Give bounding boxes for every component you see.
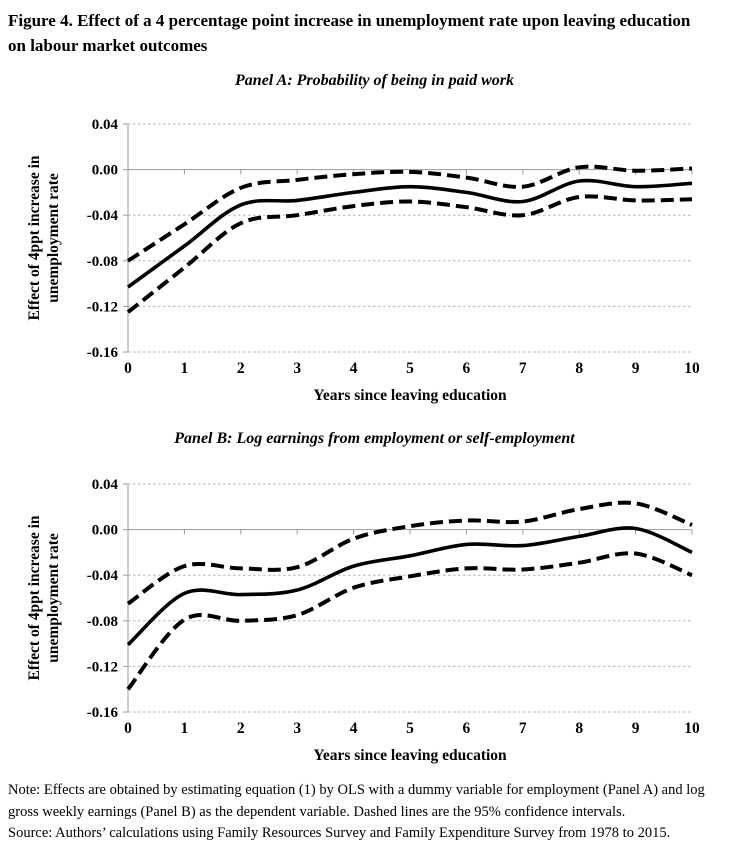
x-tick-label: 7	[519, 720, 527, 737]
x-tick-label: 8	[575, 720, 583, 737]
y-tick-label: -0.08	[87, 614, 118, 630]
point-estimate-line	[126, 526, 693, 646]
y-tick-label: -0.04	[87, 568, 119, 584]
x-tick-label: 4	[350, 360, 358, 377]
x-axis-title: Years since leaving education	[313, 747, 507, 764]
lower-95ci-line	[126, 194, 693, 314]
figure-notes: Note: Effects are obtained by estimating…	[0, 780, 749, 845]
x-tick-label: 0	[124, 720, 132, 737]
x-tick-label: 0	[124, 360, 132, 377]
source-line: Source: Authors’ calculations using Fami…	[8, 825, 671, 842]
y-tick-label: -0.16	[87, 345, 119, 361]
x-tick-label: 6	[463, 360, 471, 377]
upper-95ci-line	[126, 500, 693, 606]
x-tick-label: 9	[632, 720, 640, 737]
note-line-2: gross weekly earnings (Panel B) as the d…	[8, 803, 626, 820]
x-tick-label: 5	[406, 720, 414, 737]
panel-a-chart: 0.04 0.00 -0.04 -0.08 -0.12 -0.16 0 1 2 3 4 5 6 7 8 9 10…	[26, 117, 700, 404]
x-tick-label: 10	[684, 360, 700, 377]
panel-a: Panel A: Probability of being in paid wo…	[0, 71, 749, 409]
y-tick-label: -0.12	[87, 299, 118, 315]
y-tick-label: 0.04	[92, 117, 119, 133]
figure-title-line1: Figure 4. Effect of a 4 percentage point…	[8, 11, 691, 30]
x-tick-label: 7	[519, 360, 527, 377]
panel-b-chart: 0.04 0.00 -0.04 -0.08 -0.12 -0.16 0 1 2 3 4 5 6 7 8 9 10…	[26, 477, 700, 764]
x-tick-label: 6	[463, 720, 471, 737]
x-tick-label: 8	[575, 360, 583, 377]
y-tick-label: 0.00	[92, 163, 118, 179]
panel-b-title: Panel B: Log earnings from employment or…	[174, 430, 575, 448]
x-tick-label: 2	[237, 360, 245, 377]
y-axis-title-line: unemployment rate	[45, 173, 62, 303]
figure-title-line2: on labour market outcomes	[8, 35, 208, 55]
y-axis-title-line: unemployment rate	[45, 533, 62, 663]
x-tick-label: 2	[237, 720, 245, 737]
x-tick-label: 10	[684, 720, 700, 737]
y-tick-label: -0.16	[87, 705, 119, 721]
x-tick-label: 1	[181, 360, 189, 377]
y-tick-label: 0.00	[92, 522, 118, 538]
y-tick-label: -0.08	[87, 254, 118, 270]
y-axis-title-line: Effect of 4ppt increase in	[26, 155, 43, 320]
x-tick-label: 3	[293, 720, 301, 737]
figure-title: Figure 4. Effect of a 4 percentage point…	[0, 0, 749, 58]
x-tick-label: 9	[632, 360, 640, 377]
lower-95ci-line	[126, 551, 693, 691]
y-tick-label: -0.12	[87, 659, 118, 675]
panel-a-title: Panel A: Probability of being in paid wo…	[235, 72, 514, 90]
y-axis-title-line: Effect of 4ppt increase in	[26, 515, 43, 680]
x-tick-label: 1	[181, 720, 189, 737]
x-tick-label: 4	[350, 720, 358, 737]
y-tick-label: -0.04	[87, 208, 119, 224]
upper-95ci-line	[126, 164, 693, 263]
x-axis-title: Years since leaving education	[313, 387, 507, 404]
note-line-1: Note: Effects are obtained by estimating…	[8, 781, 705, 798]
panel-b: Panel B: Log earnings from employment or…	[0, 429, 749, 769]
x-tick-label: 3	[293, 360, 301, 377]
y-tick-label: 0.04	[92, 477, 119, 493]
x-tick-label: 5	[406, 360, 414, 377]
point-estimate-line	[126, 178, 693, 289]
